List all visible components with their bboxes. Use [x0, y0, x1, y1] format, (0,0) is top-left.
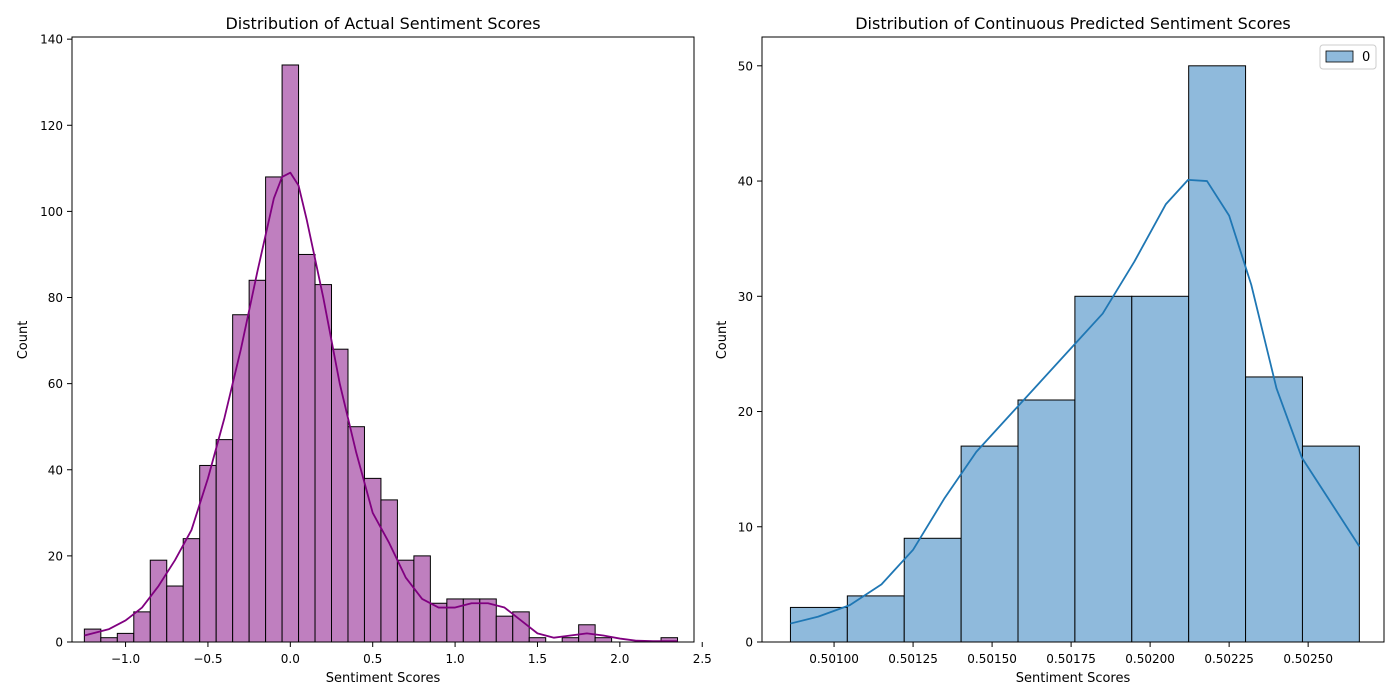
x-tick-label: 0.50250 [1283, 652, 1333, 666]
x-tick-label: 1.0 [446, 652, 465, 666]
kde-line [790, 178, 1361, 625]
y-axis-label: Count [715, 321, 730, 360]
x-tick-label: 0.50175 [1046, 652, 1096, 666]
histogram-bar [396, 559, 415, 643]
x-tick-label: 0.50225 [1204, 652, 1254, 666]
plot-area: 0.50100 0.50125 0.50150 0.50175 0.50200 0.502… [738, 59, 1361, 666]
histogram-bar [363, 477, 382, 643]
y-tick-label: 100 [40, 205, 63, 219]
histogram-bar [149, 559, 168, 643]
x-tick-label: 0.5 [363, 652, 382, 666]
y-tick-label: 40 [48, 463, 63, 477]
x-tick-label: 1.5 [528, 652, 547, 666]
legend-swatch [1325, 50, 1354, 63]
chart-predicted-sentiment: Distribution of Continuous Predicted Sen… [715, 14, 1385, 686]
histogram-bar [1301, 445, 1360, 643]
y-tick-label: 0 [55, 636, 63, 650]
y-tick-label: 0 [745, 636, 753, 650]
y-tick-label: 20 [48, 549, 63, 563]
legend-label: 0 [1362, 50, 1370, 65]
y-tick-label: 80 [48, 291, 63, 305]
histogram-bar [133, 611, 151, 643]
histogram-bar [594, 637, 613, 643]
axes-frame [71, 36, 695, 643]
x-tick-label: 2.0 [610, 652, 629, 666]
y-tick-label: 40 [738, 175, 753, 189]
x-tick-label: 0.50200 [1125, 652, 1175, 666]
histogram-bar [789, 606, 848, 643]
histogram-bar [100, 637, 118, 643]
x-axis-label: Sentiment Scores [326, 671, 441, 686]
histogram-bar [495, 615, 514, 643]
chart-actual-sentiment: Distribution of Actual Sentiment Scores … [16, 14, 712, 686]
y-tick-label: 120 [40, 119, 63, 133]
y-tick-label: 50 [738, 59, 753, 73]
histogram-bar [960, 445, 1019, 643]
histogram-bar [215, 439, 234, 643]
histogram-bar [166, 585, 184, 643]
y-tick-label: 20 [738, 405, 753, 419]
histogram-bar [331, 348, 349, 643]
x-axis-label: Sentiment Scores [1016, 671, 1131, 686]
x-tick-label: 0.50150 [967, 652, 1017, 666]
histogram-bar [199, 464, 217, 643]
histogram-bar [281, 64, 300, 643]
y-tick-label: 60 [48, 377, 63, 391]
histogram-bar [561, 637, 580, 643]
x-tick-label: −0.5 [193, 652, 222, 666]
x-tick-label: −1.0 [111, 652, 140, 666]
axes-frame [761, 36, 1385, 643]
histogram-bar [298, 253, 316, 643]
x-tick-label: 2.5 [693, 652, 712, 666]
y-axis-label: Count [16, 321, 31, 360]
histogram-bar [1074, 295, 1133, 643]
histogram-bar [1188, 65, 1247, 643]
histogram-bar [429, 602, 448, 643]
histogram-bar [265, 176, 283, 643]
y-tick-label: 10 [738, 520, 753, 534]
chart-title: Distribution of Actual Sentiment Scores [225, 14, 540, 33]
y-tick-label: 140 [40, 33, 63, 47]
histogram-bar [1131, 295, 1190, 643]
legend: 0 [1319, 44, 1377, 70]
histogram-bar [1245, 376, 1303, 643]
histogram-bar [846, 595, 905, 643]
y-tick-label: 30 [738, 290, 753, 304]
histogram-bar [903, 537, 962, 643]
histogram-bar [116, 632, 135, 643]
x-tick-label: 0.50125 [888, 652, 938, 666]
kde-line [84, 171, 678, 643]
histogram-bar [182, 538, 201, 643]
histogram-bar [232, 314, 250, 643]
histogram-bar [248, 279, 267, 643]
chart-title: Distribution of Continuous Predicted Sen… [855, 14, 1291, 33]
histogram-bar [314, 284, 333, 643]
histogram-bar [380, 499, 398, 643]
histogram-bar [347, 426, 365, 643]
x-tick-label: 0.0 [281, 652, 300, 666]
x-tick-label: 0.50100 [809, 652, 859, 666]
plot-area: −1.0 −0.5 0.0 0.5 1.0 1.5 2.0 2.5 0 20 40 60 80 100 12… [40, 33, 712, 666]
histogram-bar [528, 637, 547, 643]
histogram-bar [1017, 399, 1076, 643]
